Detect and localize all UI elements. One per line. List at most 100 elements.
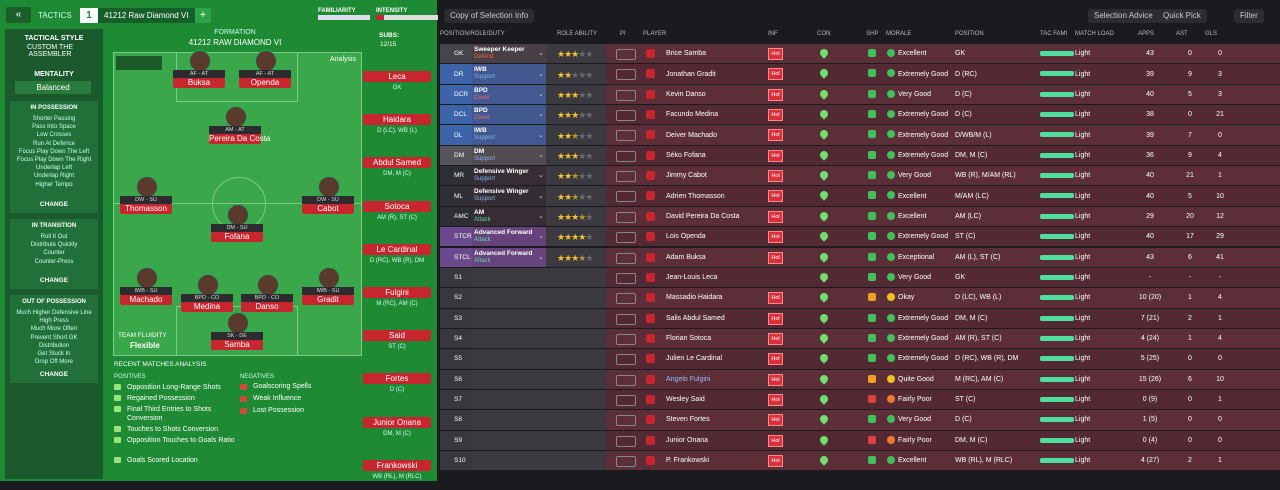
player-name[interactable]: Pereira Da Costa [209,134,271,144]
selection-advice[interactable]: Selection Advice [1088,9,1159,23]
ast: 20 [1186,212,1194,220]
player-name[interactable]: Adam Buksa [666,253,706,261]
view-select[interactable]: Copy of Selection Info [444,9,535,23]
player-icon [646,272,655,282]
mentality-select[interactable]: Balanced [15,81,91,94]
role-dropdown[interactable]: ⌄ [538,151,544,159]
role-ability: ★★★★★ [557,171,593,182]
player-name[interactable]: Salis Abdul Samed [666,314,725,322]
role-dropdown[interactable]: ⌄ [538,131,544,139]
filter[interactable]: Filter [1234,9,1264,23]
morale: Fairly Poor [898,396,932,404]
sub-name[interactable]: Leca [363,71,431,82]
condition [818,332,830,344]
role-dropdown[interactable]: ⌄ [538,212,544,220]
morale: Excellent [898,457,927,465]
match-load: Light [1075,457,1091,465]
ast: 9 [1188,151,1192,159]
player-name[interactable]: Samba [211,340,263,350]
player-name[interactable]: Kevin Danso [666,90,706,98]
formation-name[interactable]: 41212 RAW DIAMOND VI [188,38,282,47]
player-name[interactable]: Jean-Louis Leca [666,274,718,282]
player-name[interactable]: Séko Fofana [666,151,706,159]
role-dropdown[interactable]: ⌄ [538,50,544,58]
add-button[interactable]: + [195,8,211,23]
player-name[interactable]: Deiver Machado [666,131,717,139]
player-name[interactable]: Jonathan Gradit [666,70,716,78]
sub-name[interactable]: Haidara [363,114,431,126]
sub-name[interactable]: Junior Onana [363,416,431,428]
role: Sweeper Keeper [474,46,525,53]
player-name[interactable]: Fofana [211,232,263,242]
pi-icon [616,49,636,60]
instruction: Get Stuck In [37,351,71,357]
sharpness [868,252,876,261]
position-cell [440,267,472,288]
player-name[interactable]: Danso [241,302,293,312]
player-name[interactable]: Cabot [302,204,354,214]
analysis-title[interactable]: RECENT MATCHES ANALYSIS [114,361,207,368]
player-name[interactable]: Machado [120,295,172,305]
quick-pick[interactable]: Quick Pick [1157,9,1207,23]
change-button[interactable]: CHANGE [39,201,69,208]
player-name[interactable]: Openda [239,78,291,88]
role-ability: ★★★★★ [557,89,593,100]
instruction: Distribute Quickly [30,242,78,249]
position-cell [440,206,472,227]
player-name[interactable]: Junior Onana [666,436,709,444]
player-name[interactable]: Jimmy Cabot [666,172,707,180]
player-name[interactable]: Wesley Said [666,396,705,404]
sub-name[interactable]: Fortes [363,373,431,385]
player-name[interactable]: Steven Fortes [666,416,710,424]
role-dropdown[interactable]: ⌄ [538,172,544,180]
condition [818,271,830,283]
player-name[interactable]: Julien Le Cardinal [666,355,723,363]
player-name[interactable]: Adrien Thomasson [666,192,725,200]
sub-name[interactable]: Frankowski [363,459,431,471]
stars-cell [546,267,606,288]
sub-name[interactable]: Le Cardinal [363,243,431,255]
morale: Very Good [898,172,932,180]
role-dropdown[interactable]: ⌄ [538,233,544,241]
tactic-select[interactable]: 41212 Raw Diamond VI [98,8,196,23]
sub-position: D (C) [389,387,405,394]
player-name[interactable]: Florian Sotoca [666,335,712,343]
player-icon [646,415,655,425]
role-dropdown[interactable]: ⌄ [538,253,544,261]
ast: 17 [1186,233,1194,241]
player-name[interactable]: Angelo Fulgini [666,375,711,383]
change-button[interactable]: CHANGE [39,371,69,378]
player-name[interactable]: Gradit [302,295,354,305]
player-name[interactable]: Medina [181,302,233,312]
sub-position: GK [392,85,402,91]
player-name[interactable]: David Pereira Da Costa [666,212,740,220]
analysis-toggle[interactable]: Analysis [330,56,357,63]
sub-name[interactable]: Said [363,330,431,342]
thumb-down [240,384,247,390]
position: ST (C) [955,233,976,241]
morale-icon [887,293,895,302]
gls: 12 [1216,212,1224,220]
player-name[interactable]: P. Frankowski [666,457,710,465]
morale-icon [887,272,895,281]
table-row: DR IWB Support ⌄ ★★★★★ Jonathan Gradit Hol Extr… [440,64,1280,84]
player-name[interactable]: Buksa [173,78,225,88]
player-name[interactable]: Thomasson [120,204,172,214]
role-dropdown[interactable]: ⌄ [538,192,544,200]
condition [818,311,830,324]
apps: 5 (25) [1140,355,1160,363]
role-dropdown[interactable]: ⌄ [538,90,544,98]
player-name[interactable]: Facundo Medina [666,111,719,119]
change-button[interactable]: CHANGE [39,277,69,284]
instruction: Drop Off More [35,359,73,366]
role-dropdown[interactable]: ⌄ [538,111,544,119]
sub-name[interactable]: Fulgini [363,287,431,298]
sub-name[interactable]: Sotoca [363,200,431,212]
role-dropdown[interactable]: ⌄ [538,70,544,78]
player-name[interactable]: Brice Samba [666,50,707,58]
sub-name[interactable]: Abdul Samed [363,157,431,169]
player-name[interactable]: Lois Openda [666,233,706,241]
back-button[interactable]: « [6,7,31,23]
position: GK [955,50,966,58]
player-name[interactable]: Massadio Haidara [666,294,723,302]
